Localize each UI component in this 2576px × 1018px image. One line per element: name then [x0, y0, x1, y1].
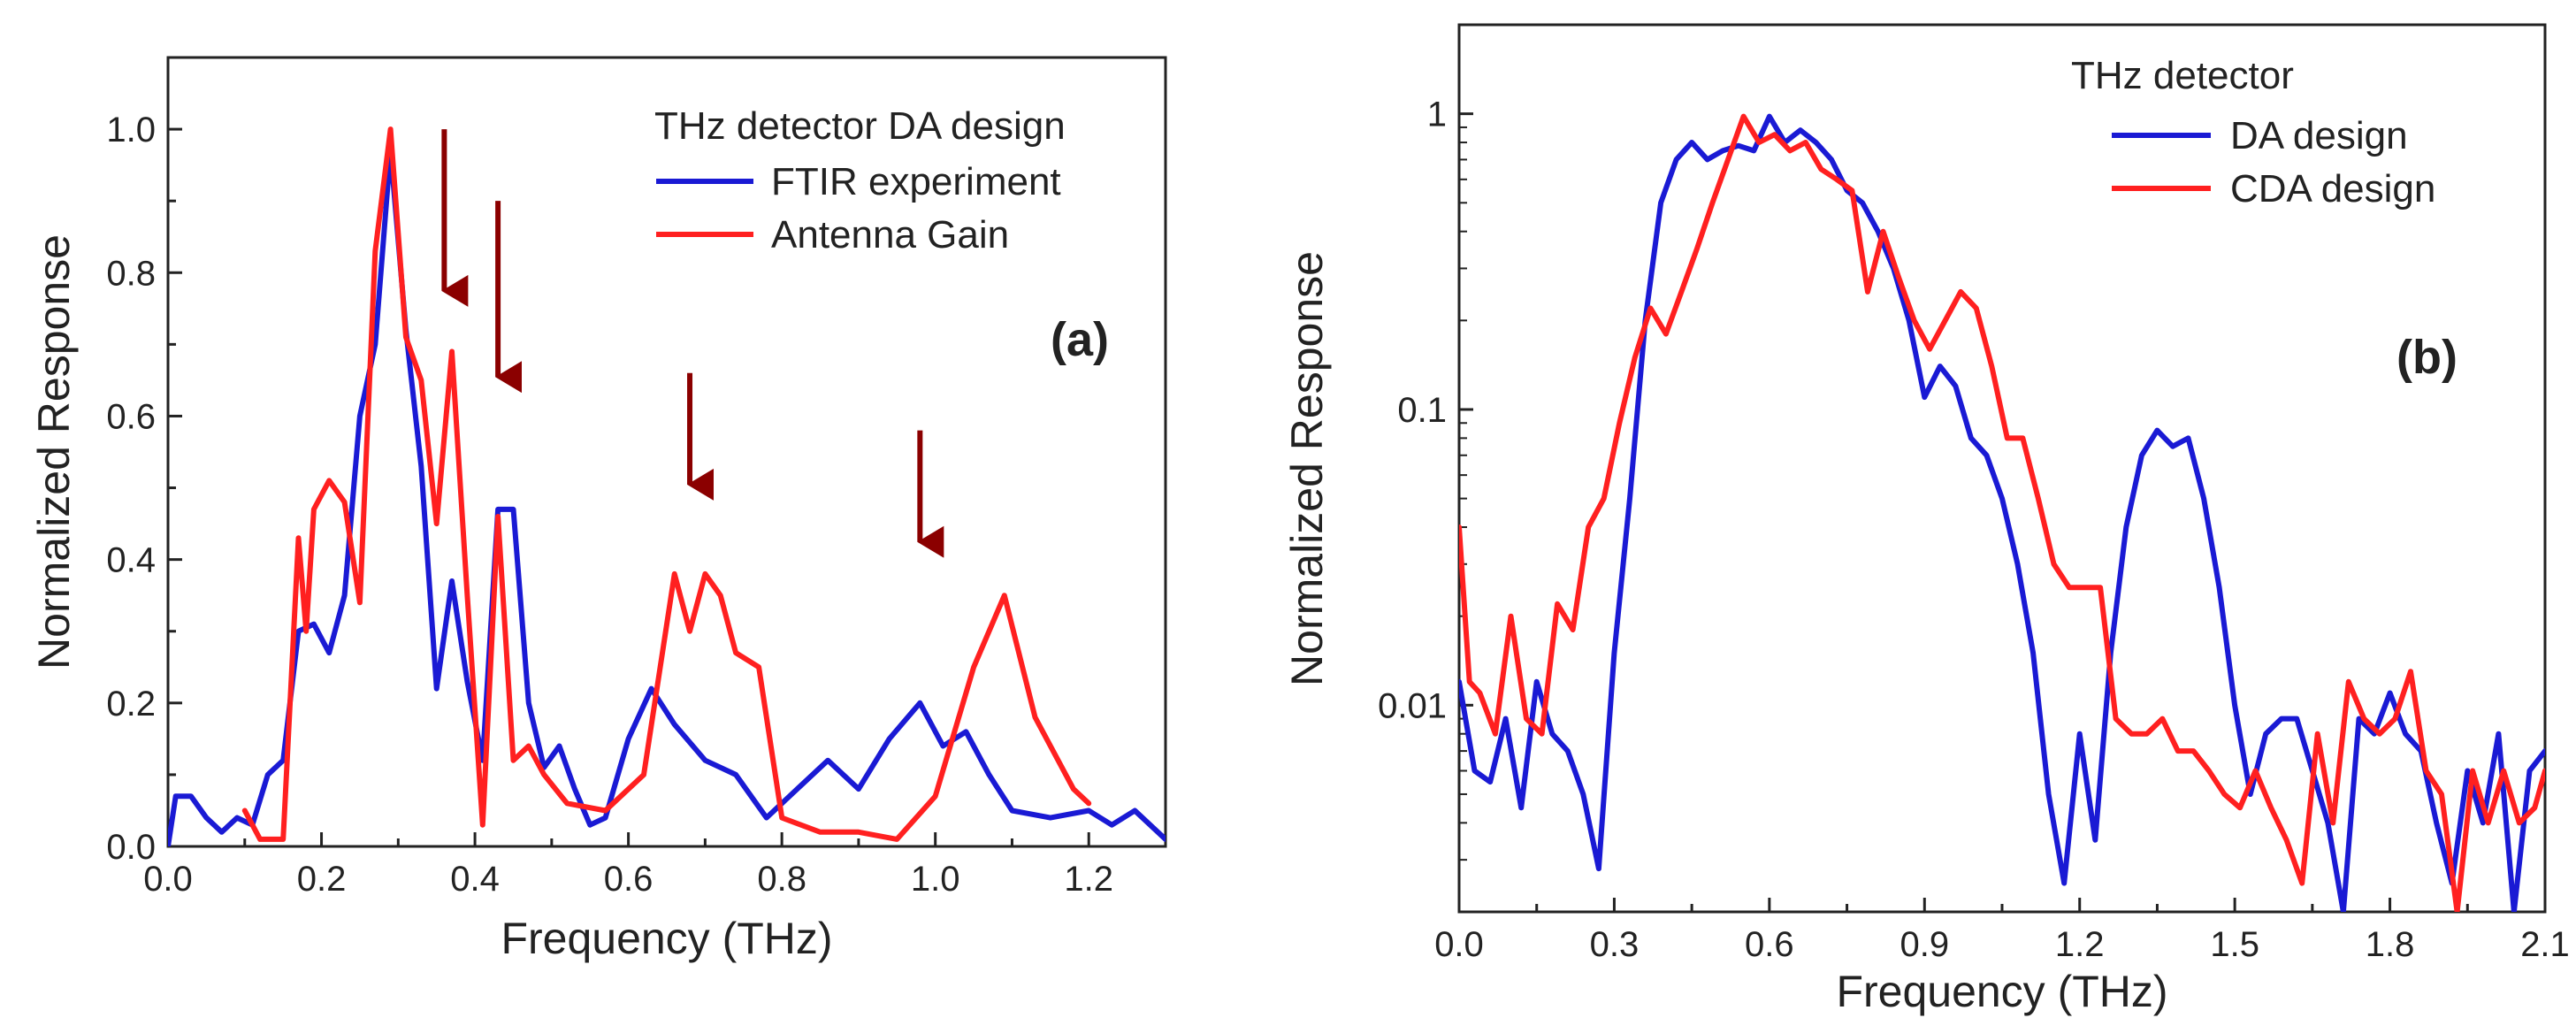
x-tick-labels-b: 0.0 0.3 0.6 0.9 1.2 1.5 1.8 2.1 [1434, 925, 2570, 964]
x-tick-label: 0.4 [450, 860, 500, 899]
series-line-cda-design [1459, 113, 2545, 912]
legend-title-b: THz detector [2071, 54, 2294, 97]
tick-marks-b [1457, 112, 2547, 912]
series-line-da-design [1459, 113, 2545, 912]
plot-frame-a [166, 56, 1167, 848]
plot-frame-b [1457, 23, 2547, 914]
legend-a: THz detector DA design FTIR experiment A… [654, 104, 1066, 256]
x-tick-label: 0.0 [1434, 925, 1484, 964]
x-tick-label: 0.3 [1590, 925, 1640, 964]
panel-b: 0.0 0.3 0.6 0.9 1.2 1.5 1.8 2.1 0.01 0.1 1 Freque… [1282, 23, 2570, 1016]
x-axis-title-b: Frequency (THz) [1836, 967, 2167, 1016]
x-tick-label: 0.8 [757, 860, 806, 899]
x-tick-label: 0.2 [297, 860, 347, 899]
y-tick-label: 0.0 [106, 828, 156, 867]
series-a [168, 126, 1166, 846]
annotation-arrows-a [441, 129, 944, 558]
x-tick-label: 0.6 [604, 860, 654, 899]
y-tick-label: 0.1 [1397, 391, 1447, 430]
x-tick-label: 1.8 [2366, 925, 2415, 964]
y-tick-label: 0.2 [106, 685, 156, 723]
panel-label-a: (a) [1051, 313, 1109, 366]
x-axis-title-a: Frequency (THz) [501, 914, 832, 963]
x-tick-label: 1.0 [911, 860, 960, 899]
y-tick-label: 0.6 [106, 397, 156, 436]
legend-label-antenna: Antenna Gain [771, 213, 1009, 256]
series-line-antenna-gain [241, 126, 1092, 842]
y-tick-labels-a: 0.0 0.2 0.4 0.6 0.8 1.0 [106, 111, 156, 867]
legend-label-ftir: FTIR experiment [771, 160, 1061, 203]
legend-title-a: THz detector DA design [654, 104, 1066, 148]
x-tick-labels-a: 0.0 0.2 0.4 0.6 0.8 1.0 1.2 [143, 860, 1113, 899]
legend-b: THz detector DA design CDA design [2071, 54, 2435, 210]
y-tick-label: 1 [1427, 96, 1447, 134]
y-tick-label: 0.8 [106, 254, 156, 293]
y-tick-labels-b: 0.01 0.1 1 [1378, 96, 1447, 726]
panel-a: 0.0 0.2 0.4 0.6 0.8 1.0 1.2 0.0 0.2 0.4 0.6 0.8 1.0… [29, 56, 1167, 963]
y-tick-label: 0.4 [106, 541, 156, 580]
x-tick-label: 0.0 [143, 860, 193, 899]
x-tick-label: 1.2 [2055, 925, 2105, 964]
y-axis-title-a: Normalized Response [29, 234, 79, 670]
panel-label-b: (b) [2396, 331, 2458, 384]
y-axis-title-b: Normalized Response [1282, 251, 1332, 686]
x-tick-label: 2.1 [2520, 925, 2570, 964]
tick-marks-a [166, 127, 1090, 848]
series-b [1459, 113, 2545, 912]
x-tick-label: 1.5 [2210, 925, 2259, 964]
legend-label-cda: CDA design [2230, 167, 2435, 210]
x-tick-label: 0.9 [1900, 925, 1949, 964]
y-tick-label: 1.0 [106, 111, 156, 149]
y-tick-label: 0.01 [1378, 686, 1447, 725]
legend-label-da: DA design [2230, 114, 2408, 157]
x-tick-label: 1.2 [1064, 860, 1113, 899]
x-tick-label: 0.6 [1745, 925, 1794, 964]
